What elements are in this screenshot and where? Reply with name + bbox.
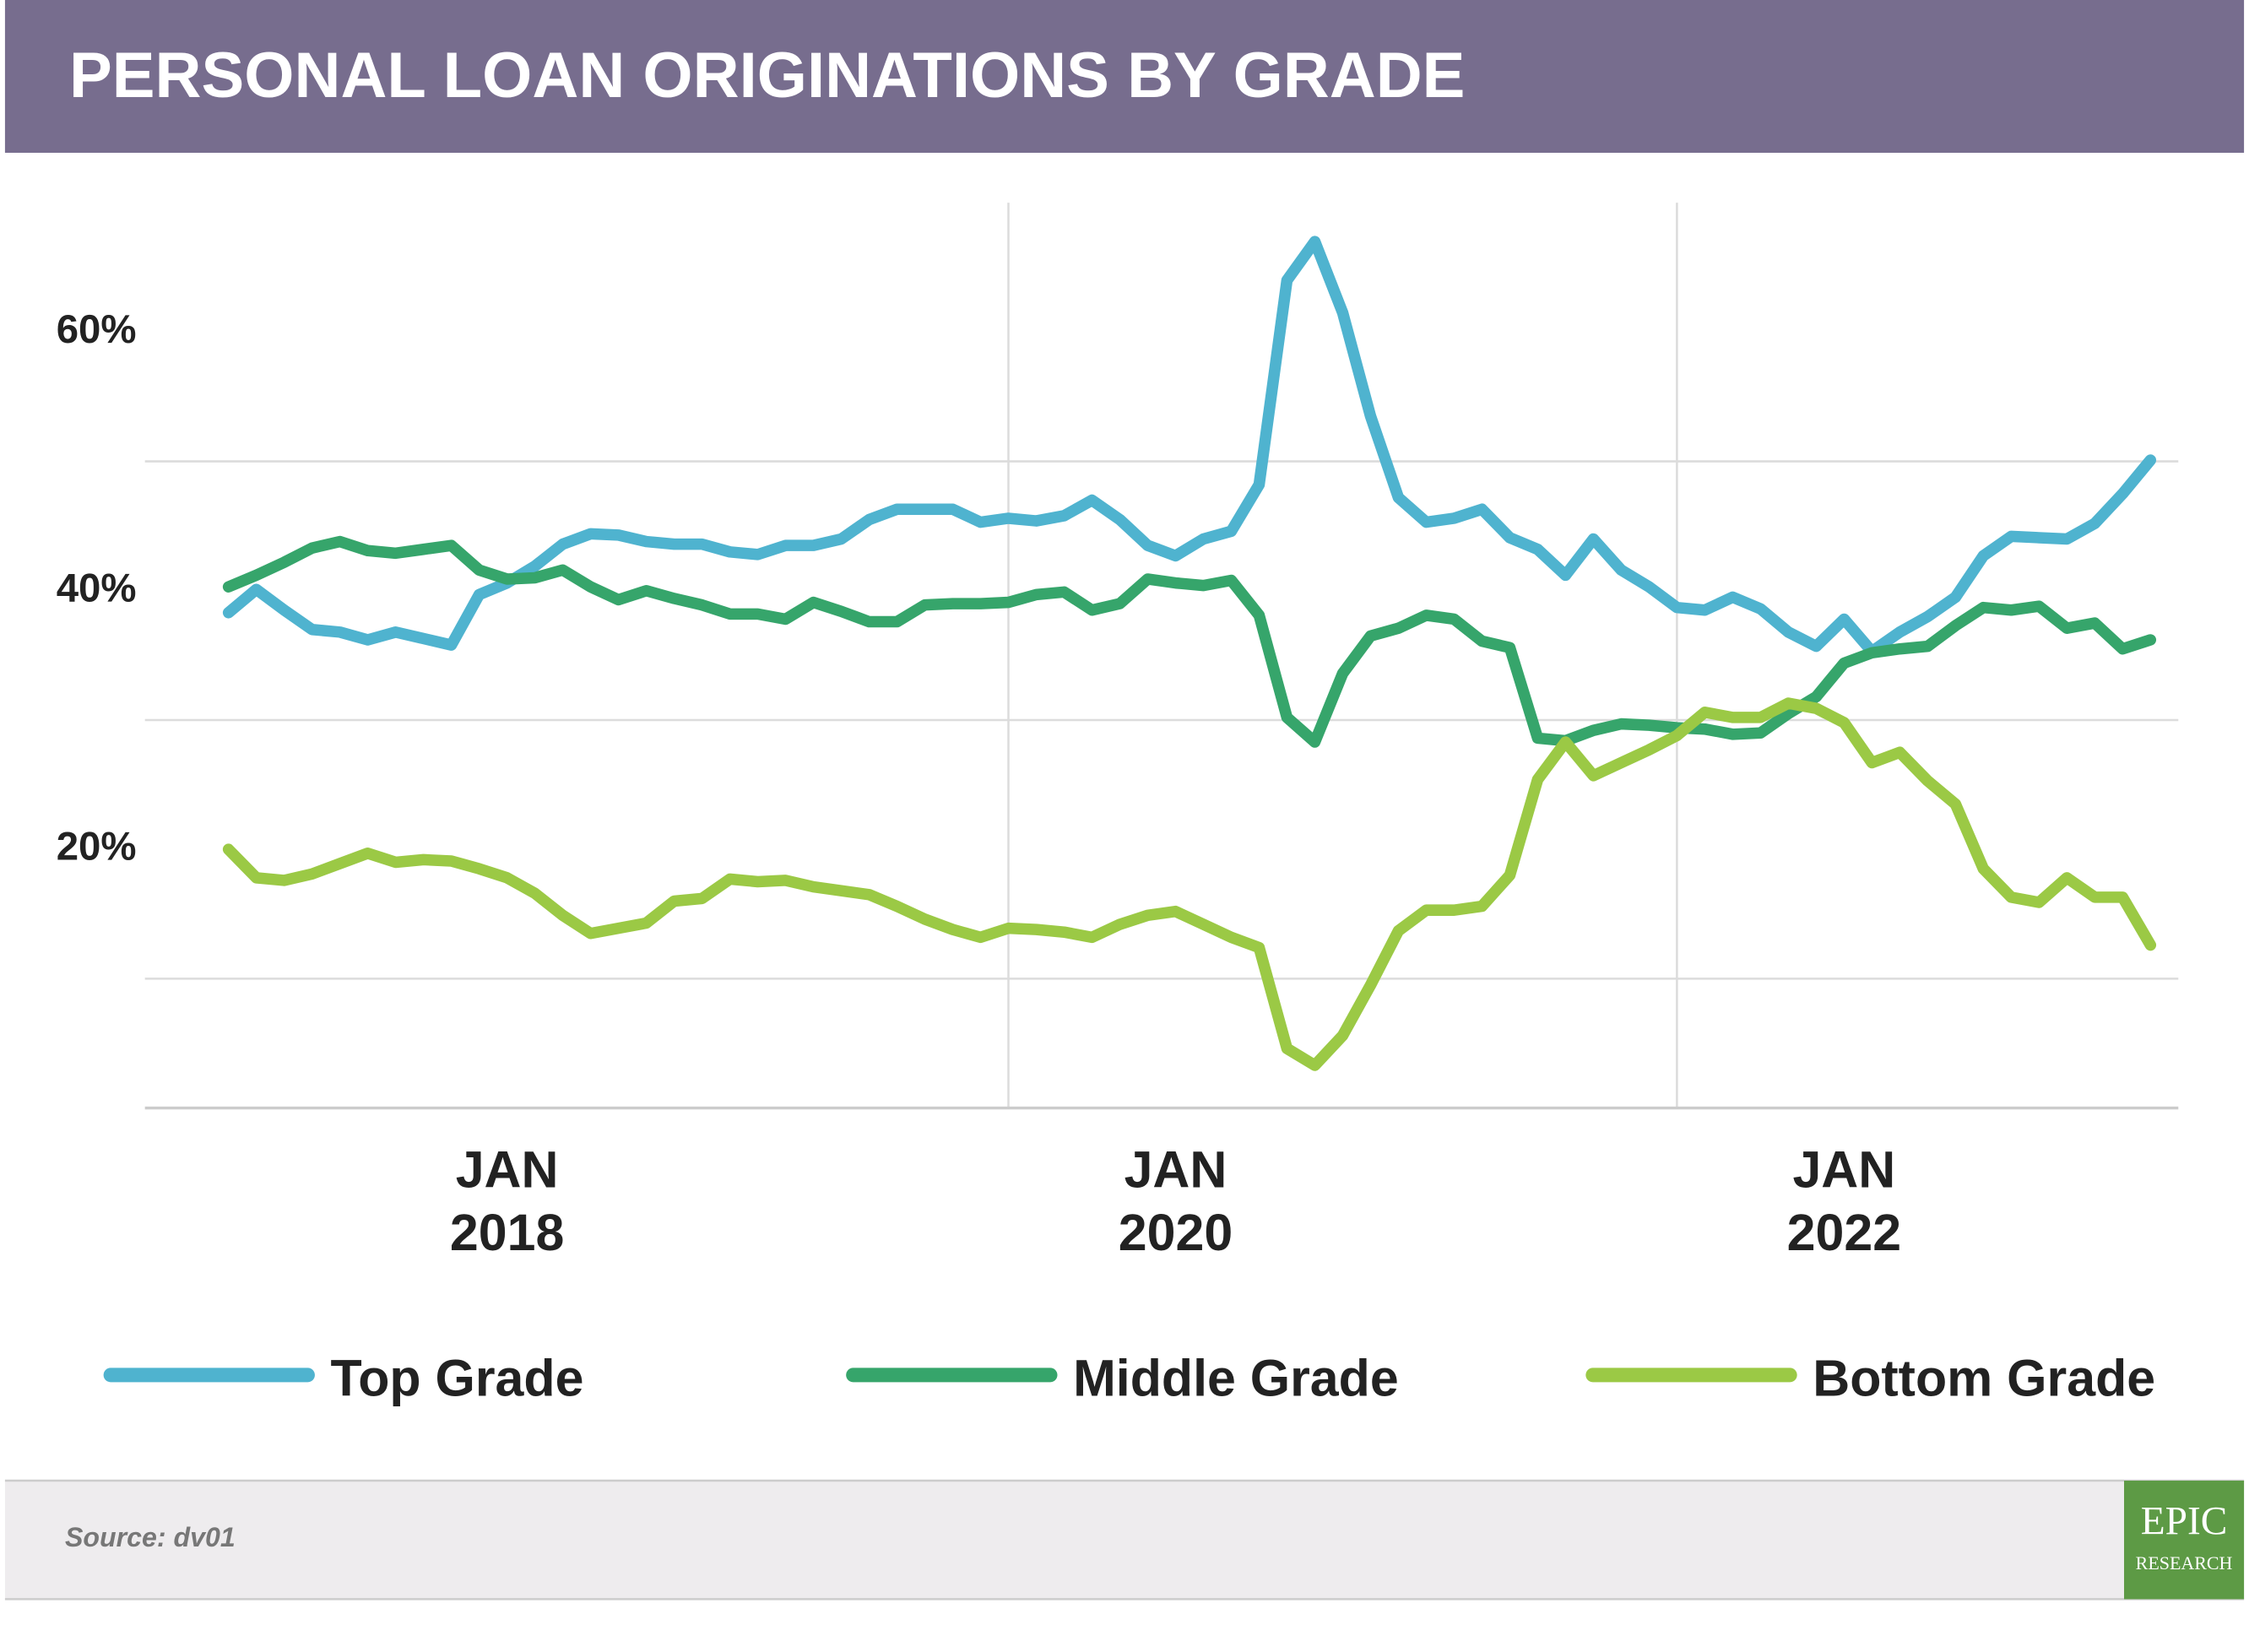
y-tick-label: 40%	[57, 566, 137, 610]
x-tick-label: JAN 2020	[1119, 1140, 1233, 1260]
chart-title: PERSONAL LOAN ORIGINATIONS BY GRADE	[69, 40, 1465, 111]
x-tick-label: JAN 2018	[450, 1140, 564, 1260]
y-tick-label: 20%	[57, 825, 137, 869]
legend-label: Bottom Grade	[1813, 1349, 2155, 1406]
header-bar	[4, 0, 2245, 153]
legend-label: Middle Grade	[1073, 1349, 1399, 1406]
logo-subtext: RESEARCH	[2136, 1552, 2233, 1573]
logo-box	[2124, 1481, 2245, 1600]
y-tick-label: 60%	[57, 307, 137, 352]
source: Source: dv01	[65, 1522, 236, 1552]
x-tick-label: JAN 2022	[1787, 1140, 1901, 1260]
footer-bar	[4, 1481, 2245, 1600]
data-line	[222, 535, 2157, 748]
data-line	[222, 236, 2157, 658]
legend-label: Top Grade	[331, 1349, 584, 1406]
plot-area: 20% 40% 60% JAN 2018 JAN 2020 JAN 2022 Top Grade M…	[57, 203, 2179, 1406]
data-line	[222, 697, 2157, 1071]
logo-text: EPIC	[2141, 1499, 2228, 1543]
